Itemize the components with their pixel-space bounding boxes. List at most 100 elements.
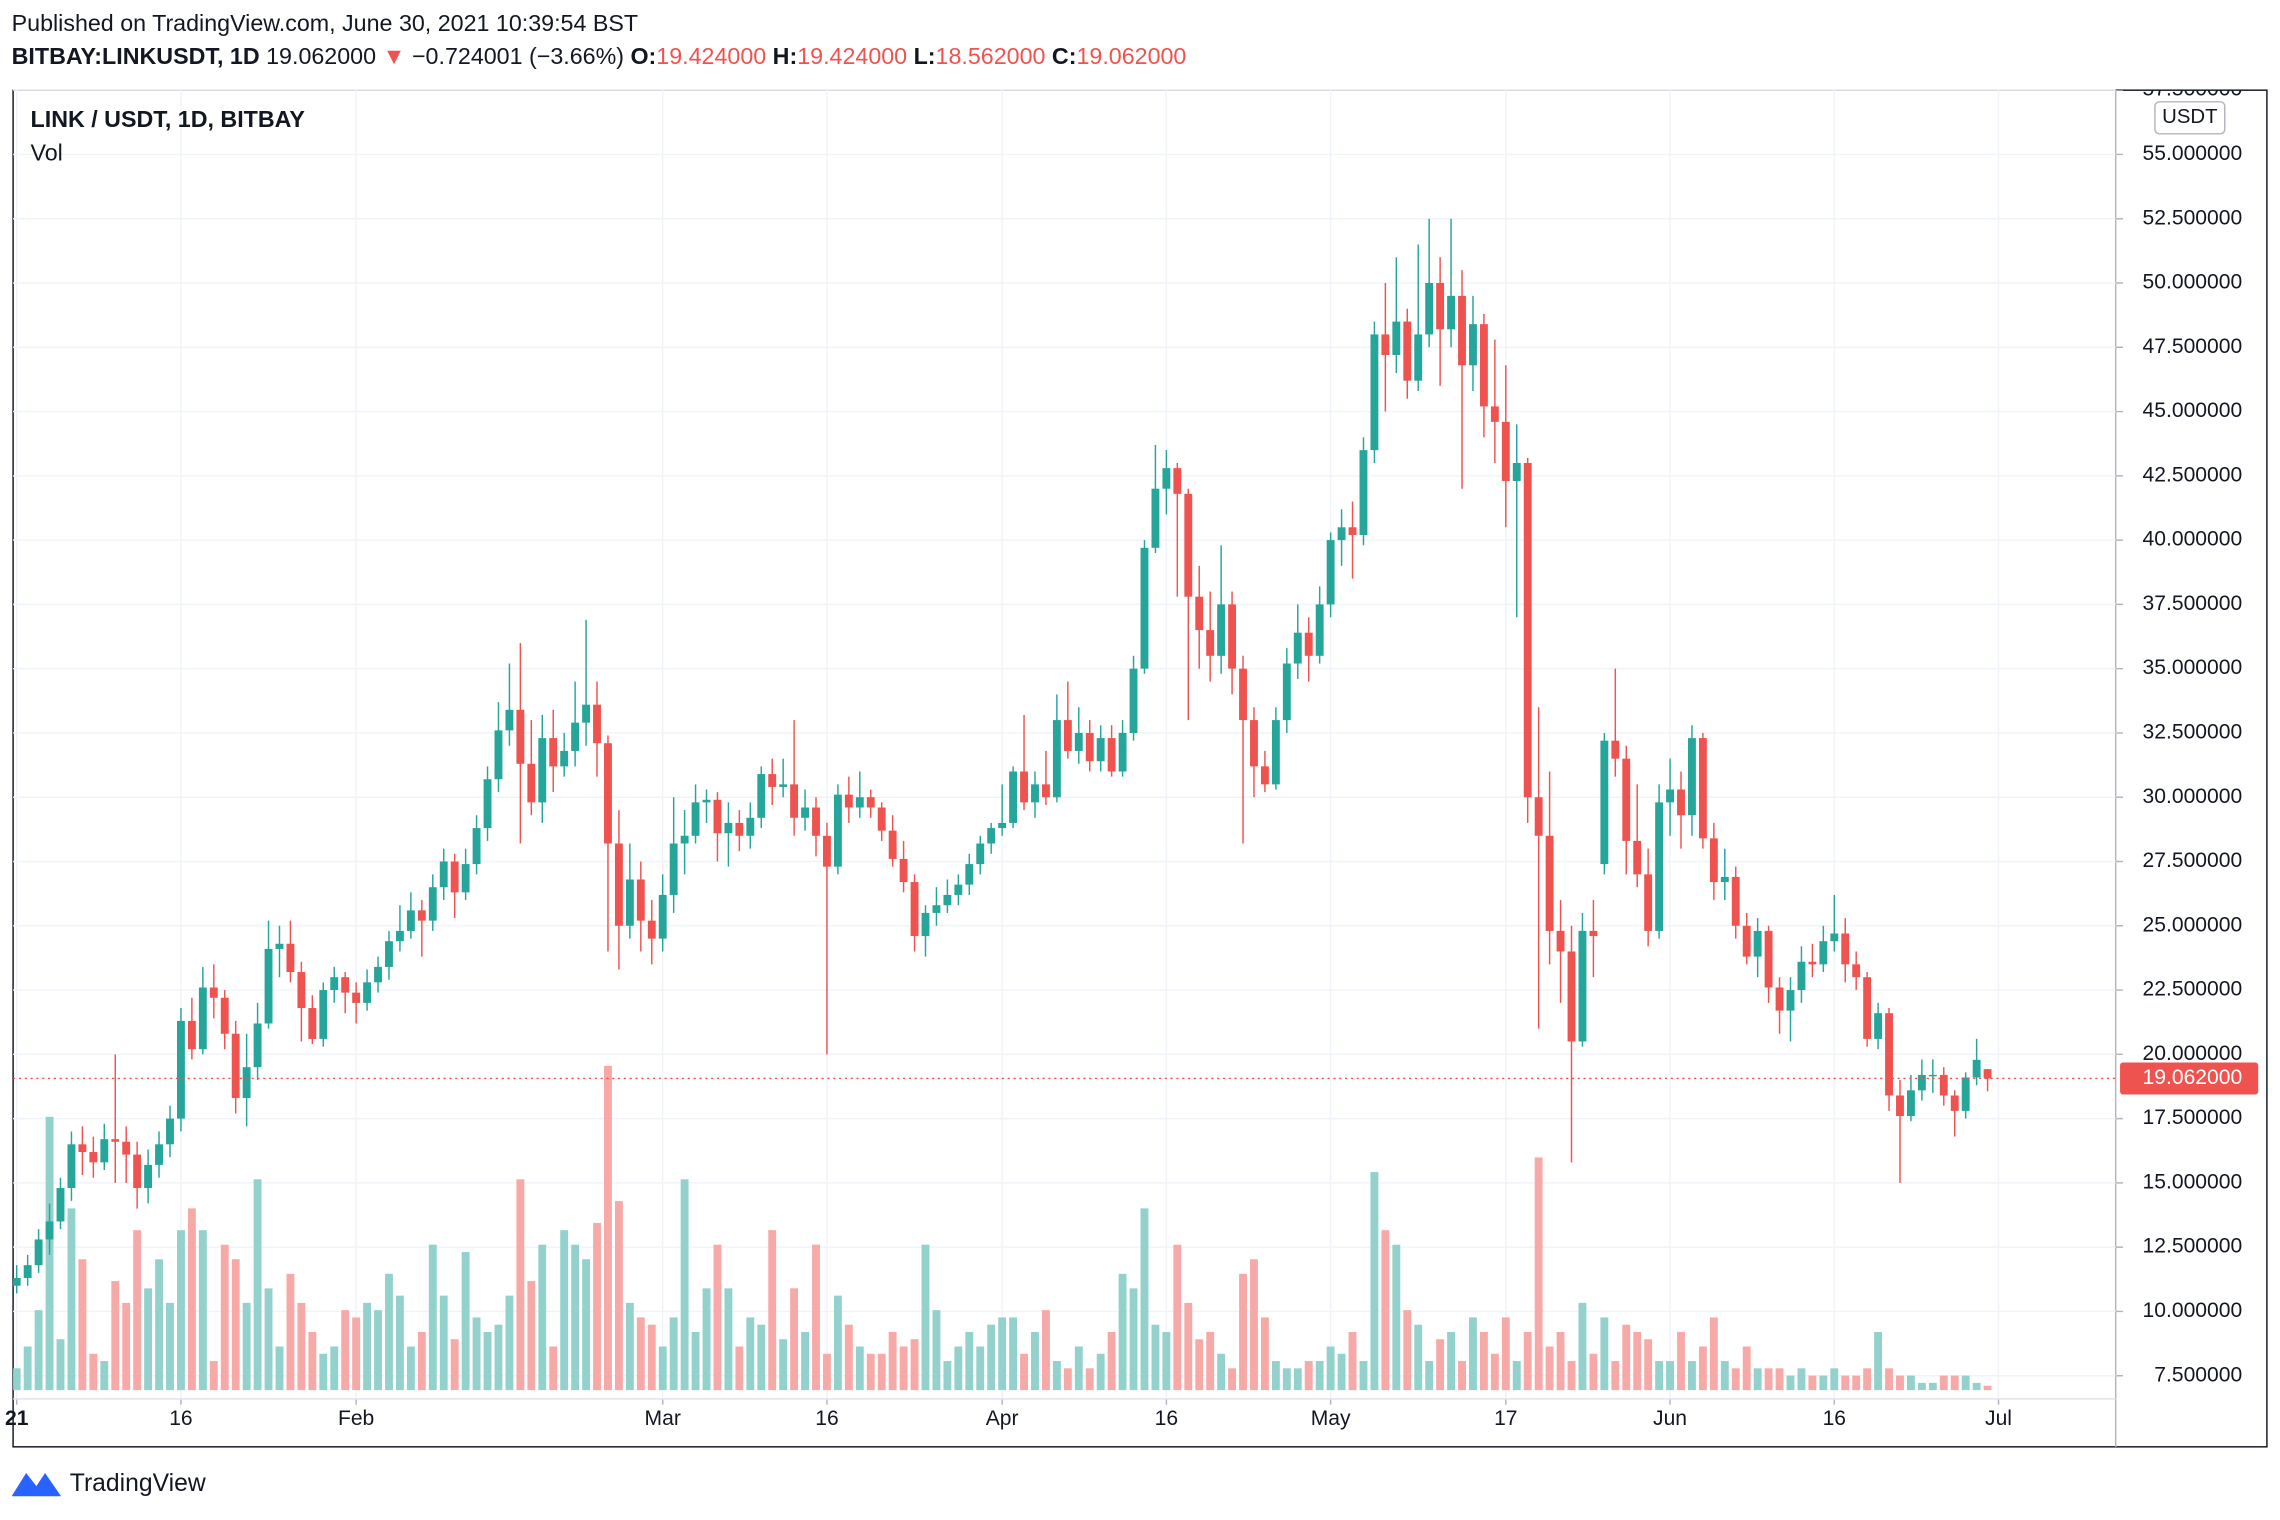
candle-body [571, 722, 580, 751]
candle-body [34, 1239, 43, 1266]
candle-body [932, 905, 941, 913]
candle-body [855, 797, 864, 808]
volume-bar [1753, 1368, 1762, 1391]
y-tick-label: 30.000000 [2143, 785, 2243, 808]
y-tick-label: 12.500000 [2143, 1235, 2243, 1258]
chart-frame [12, 89, 2268, 1448]
candle-body [1031, 784, 1039, 803]
volume-bar [516, 1179, 525, 1391]
candle-body [374, 966, 382, 983]
volume-bar [1742, 1346, 1751, 1391]
candle-body [954, 884, 963, 895]
candle-body [560, 750, 569, 767]
x-tick-label: Mar [645, 1407, 681, 1430]
last-price-label: 19.062000 [2143, 1066, 2243, 1089]
volume-bar [1830, 1368, 1839, 1391]
volume-bar [1731, 1368, 1740, 1391]
volume-bar [1052, 1361, 1061, 1391]
volume-bar [352, 1317, 361, 1391]
volume-bar [877, 1353, 886, 1391]
volume-bar [385, 1273, 393, 1391]
candle-body [1896, 1095, 1904, 1117]
y-tick-label: 32.500000 [2143, 721, 2243, 744]
candle-body [395, 930, 404, 942]
volume-bar [932, 1310, 941, 1391]
candle-body [1458, 295, 1466, 366]
candle-body [593, 704, 601, 744]
volume-bar [1184, 1302, 1193, 1391]
candle-body [1293, 632, 1302, 664]
x-tick-label: 16 [1823, 1407, 1846, 1430]
volume-bar [1677, 1331, 1685, 1391]
volume-bar [1031, 1331, 1039, 1391]
volume-bar [888, 1331, 897, 1391]
candle-body [844, 794, 853, 808]
candle-body [1589, 930, 1598, 937]
candle-body [1600, 740, 1609, 865]
candle-body [209, 987, 218, 998]
volume-bar [231, 1259, 240, 1391]
candle-body [1337, 527, 1346, 541]
candle-body [1140, 547, 1149, 669]
currency-badge[interactable] [2154, 101, 2226, 135]
candle-body [1688, 738, 1696, 816]
candle-body [724, 822, 733, 834]
candle-body [1162, 468, 1171, 489]
volume-bar [1972, 1382, 1981, 1391]
candle-body [494, 730, 503, 780]
candle-body [1479, 324, 1488, 407]
volume-bar [1304, 1361, 1313, 1391]
candle-body [888, 830, 897, 859]
volume-bar [746, 1317, 755, 1391]
candle-body [1074, 732, 1083, 751]
volume-bar [505, 1295, 514, 1391]
candle-body [1490, 406, 1499, 422]
candle-body [1107, 738, 1116, 772]
candle-body [1271, 720, 1280, 785]
volume-bar [1282, 1368, 1291, 1391]
x-tick-label: May [1311, 1407, 1351, 1430]
volume-bar [1633, 1331, 1642, 1391]
candle-body [1085, 732, 1094, 762]
candle-body [100, 1139, 109, 1163]
volume-bar [1151, 1324, 1160, 1391]
price-axis-labels: 7.500000 10.000000 12.500000 15.000000 17.50… [2115, 78, 2243, 1386]
candle-body [1786, 990, 1795, 1011]
candle-body [1118, 732, 1127, 772]
volume-bar [363, 1302, 372, 1391]
volume-bar [483, 1331, 492, 1391]
volume-bar [604, 1065, 612, 1391]
y-tick-label: 57.500000 [2143, 78, 2243, 101]
candle-body [1326, 540, 1335, 605]
volume-bar [374, 1310, 382, 1391]
volume-bar [1447, 1331, 1456, 1391]
candle-body [1063, 720, 1072, 751]
volume-bar [625, 1302, 634, 1391]
volume-bar [428, 1244, 437, 1391]
candle-body [1655, 802, 1664, 931]
volume-bar [1688, 1361, 1696, 1391]
y-tick-label: 37.500000 [2143, 592, 2243, 615]
volume-bar [1436, 1339, 1445, 1391]
symbol-line: BITBAY:LINKUSDT, 1D 19.062000 ▼ −0.72400… [12, 43, 1187, 69]
candle-body [67, 1144, 76, 1189]
candle-body [921, 912, 930, 937]
candle-body [1906, 1090, 1915, 1117]
candle-body [220, 997, 229, 1034]
candle-body [1709, 838, 1718, 883]
candle-body [319, 990, 328, 1039]
volume-pane [13, 1065, 1992, 1391]
symbol: BITBAY:LINKUSDT, 1D [12, 43, 260, 69]
candle-body [1260, 766, 1269, 785]
candle-body [779, 784, 788, 787]
y-tick-label: 55.000000 [2143, 142, 2243, 165]
volume-bar [1797, 1368, 1806, 1391]
volume-bar [417, 1331, 426, 1391]
volume-bar [67, 1208, 76, 1391]
volume-bar [998, 1317, 1007, 1391]
volume-bar [866, 1353, 875, 1391]
volume-bar [100, 1361, 109, 1391]
brand-logo: TradingView [11, 1470, 206, 1497]
ohlc-value: 18.562000 [936, 43, 1046, 69]
volume-bar [636, 1317, 645, 1391]
